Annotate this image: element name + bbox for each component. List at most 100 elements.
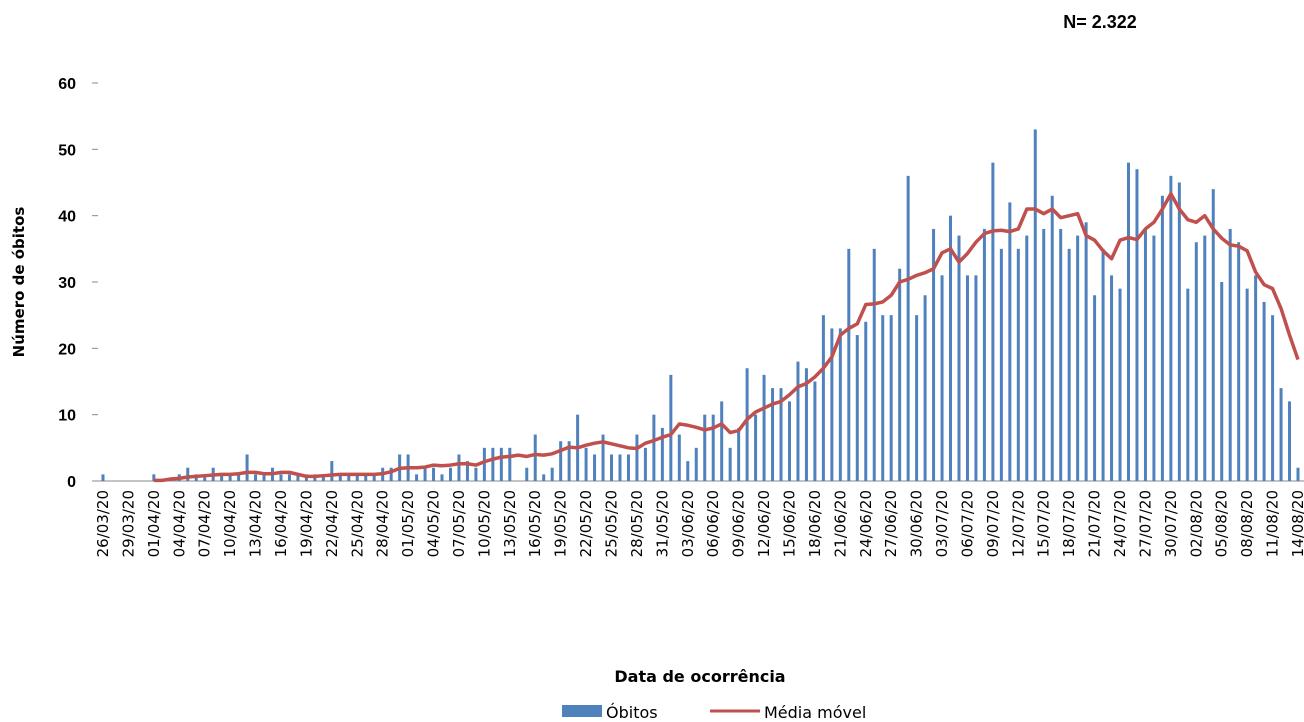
bar	[457, 454, 461, 481]
x-tick-label: 06/06/20	[704, 490, 722, 557]
bar	[932, 228, 936, 481]
bar	[635, 434, 639, 481]
y-tick-label: 10	[58, 408, 76, 425]
x-tick-label: 25/04/20	[348, 490, 366, 557]
bar	[559, 441, 563, 481]
bar	[1160, 195, 1164, 481]
x-tick-label: 28/05/20	[628, 490, 646, 557]
bar	[898, 268, 902, 481]
x-tick-label: 24/06/20	[857, 490, 875, 557]
bar	[1059, 228, 1063, 481]
bar	[838, 328, 842, 481]
bar	[228, 474, 232, 481]
bar	[1126, 162, 1130, 481]
bar	[1194, 242, 1198, 481]
y-tick-label: 50	[58, 142, 76, 159]
bar	[940, 275, 944, 481]
legend-label: Média móvel	[764, 703, 866, 722]
bar	[771, 388, 775, 481]
x-tick-label: 19/05/20	[552, 490, 570, 557]
bar	[915, 315, 919, 481]
bar	[923, 295, 927, 481]
bar	[389, 467, 393, 481]
bar	[1067, 248, 1071, 481]
bar	[347, 474, 351, 481]
bar	[415, 474, 419, 481]
x-tick-label: 12/06/20	[755, 490, 773, 557]
bar	[864, 321, 868, 481]
bar	[694, 447, 698, 481]
x-tick-label: 25/05/20	[603, 490, 621, 557]
bar	[101, 474, 105, 481]
bar	[499, 447, 503, 481]
bar	[601, 434, 605, 481]
bar	[152, 474, 156, 481]
x-tick-label: 29/03/20	[119, 490, 137, 557]
bar	[669, 374, 673, 481]
x-tick-label: 22/05/20	[577, 490, 595, 557]
bar	[1254, 275, 1258, 481]
bar	[465, 461, 469, 481]
bar	[1118, 288, 1122, 481]
x-tick-label: 24/07/20	[1111, 490, 1129, 557]
bar	[881, 315, 885, 481]
x-tick-label: 30/06/20	[908, 490, 926, 557]
bar	[949, 215, 953, 481]
y-tick-label: 20	[58, 341, 76, 358]
bar	[1237, 242, 1241, 481]
bar	[321, 474, 325, 481]
bar	[287, 474, 291, 481]
bar	[432, 467, 436, 481]
x-tick-label: 02/08/20	[1187, 490, 1205, 557]
y-tick-label: 60	[58, 76, 76, 93]
bar	[1042, 228, 1046, 481]
bar	[999, 248, 1003, 481]
bar	[991, 162, 995, 481]
bar	[1101, 248, 1105, 481]
bar	[584, 447, 588, 481]
x-tick-label: 03/07/20	[933, 490, 951, 557]
bar	[1033, 129, 1037, 481]
x-tick-label: 18/07/20	[1060, 490, 1078, 557]
bar	[1211, 189, 1215, 481]
bar	[660, 427, 664, 481]
bar	[1084, 222, 1088, 482]
bar	[423, 467, 427, 481]
x-tick-label: 10/05/20	[475, 490, 493, 557]
bar	[1296, 467, 1300, 481]
bar	[567, 441, 571, 481]
bar	[618, 454, 622, 481]
bar	[677, 434, 681, 481]
bar	[813, 381, 817, 481]
bar	[1169, 175, 1173, 481]
bar	[533, 434, 537, 481]
legend-label: Óbitos	[606, 703, 658, 722]
x-tick-label: 21/06/20	[831, 490, 849, 557]
moving-average-line	[153, 192, 1300, 483]
bar	[1271, 315, 1275, 481]
bar	[1186, 288, 1190, 481]
y-tick-label: 40	[58, 209, 76, 226]
bar	[542, 474, 546, 481]
bar	[703, 414, 707, 481]
x-tick-label: 09/07/20	[984, 490, 1002, 557]
bar	[254, 474, 258, 481]
y-tick-label: 30	[58, 275, 76, 292]
bar	[847, 248, 851, 481]
bar	[787, 401, 791, 481]
bar	[737, 427, 741, 481]
bar	[593, 454, 597, 481]
bar	[1288, 401, 1292, 481]
bar	[1093, 295, 1097, 481]
bar	[508, 447, 512, 481]
y-tick-label: 0	[67, 474, 76, 491]
bar	[745, 368, 749, 481]
bar	[1143, 228, 1147, 481]
x-tick-label: 09/06/20	[730, 490, 748, 557]
x-tick-label: 07/04/20	[196, 490, 214, 557]
bar	[1279, 388, 1283, 481]
y-axis-label: Número de óbitos	[10, 207, 28, 358]
bar	[1262, 301, 1266, 481]
bar	[830, 328, 834, 481]
bar	[1220, 282, 1224, 481]
